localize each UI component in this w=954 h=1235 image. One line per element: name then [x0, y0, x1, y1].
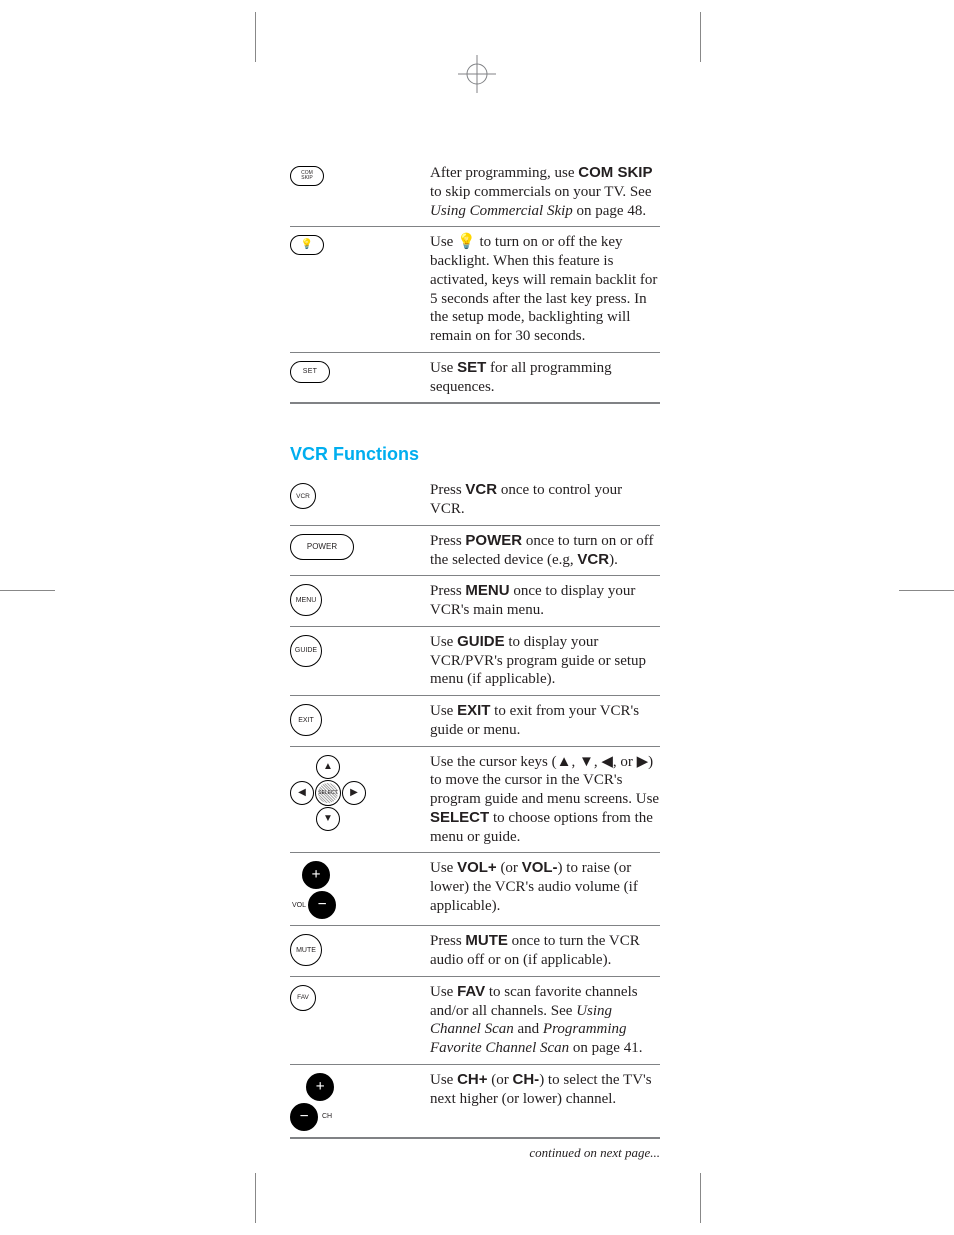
guide-button-icon: GUIDE	[290, 635, 322, 667]
right-arrow-icon: ▶	[342, 781, 366, 805]
description-cell: Press POWER once to turn on or off the s…	[430, 532, 660, 570]
icon-cell: MUTE	[290, 932, 430, 970]
table-row: 💡 Use 💡 to turn on or off the key backli…	[290, 227, 660, 353]
select-button-icon: SELECT	[315, 780, 341, 806]
ch-plus-icon: +	[306, 1073, 334, 1101]
top-section: COMSKIP After programming, use COM SKIP …	[290, 158, 660, 404]
vcr-button-icon: VCR	[290, 483, 316, 509]
description-cell: Use GUIDE to display your VCR/PVR's prog…	[430, 633, 660, 689]
icon-cell: POWER	[290, 532, 430, 570]
up-arrow-icon: ▲	[316, 755, 340, 779]
icon-cell: 💡	[290, 233, 430, 346]
left-arrow-icon: ◀	[290, 781, 314, 805]
crop-mark-top-v2	[700, 12, 701, 62]
table-row: FAV Use FAV to scan favorite channels an…	[290, 977, 660, 1065]
set-button-icon: SET	[290, 361, 330, 383]
table-row: GUIDE Use GUIDE to display your VCR/PVR'…	[290, 627, 660, 696]
section-header: VCR Functions	[290, 444, 660, 465]
continued-footer: continued on next page...	[290, 1145, 660, 1161]
ch-minus-icon: −	[290, 1103, 318, 1131]
description-cell: Press MUTE once to turn the VCR audio of…	[430, 932, 660, 970]
backlight-button-icon: 💡	[290, 235, 324, 255]
vol-rocker-icon: + VOL −	[290, 861, 336, 919]
description-cell: Use EXIT to exit from your VCR's guide o…	[430, 702, 660, 740]
description-cell: Use CH+ (or CH-) to select the TV's next…	[430, 1071, 660, 1131]
icon-cell: + VOL −	[290, 859, 430, 919]
power-button-icon: POWER	[290, 534, 354, 560]
icon-cell: FAV	[290, 983, 430, 1058]
vol-minus-icon: −	[308, 891, 336, 919]
icon-cell: MENU	[290, 582, 430, 620]
fav-button-icon: FAV	[290, 985, 316, 1011]
crop-mark-top-v	[255, 12, 256, 62]
table-row: VCR Press VCR once to control your VCR.	[290, 475, 660, 526]
menu-button-icon: MENU	[290, 584, 322, 616]
table-row: MUTE Press MUTE once to turn the VCR aud…	[290, 926, 660, 977]
table-row: + VOL − Use VOL+ (or VOL-) to raise (or …	[290, 853, 660, 926]
crop-mark-bot-v	[255, 1173, 256, 1223]
vol-label: VOL	[292, 902, 306, 909]
icon-cell: GUIDE	[290, 633, 430, 689]
com-skip-button-icon: COMSKIP	[290, 166, 324, 186]
description-cell: Use the cursor keys (▲, ▼, ◀, or ▶) to m…	[430, 753, 660, 847]
table-row: MENU Press MENU once to display your VCR…	[290, 576, 660, 627]
icon-cell: COMSKIP	[290, 164, 430, 220]
icon-cell: ▲ ◀ SELECT ▶ ▼	[290, 753, 430, 847]
description-cell: Use FAV to scan favorite channels and/or…	[430, 983, 660, 1058]
icon-cell: + − CH	[290, 1071, 430, 1131]
vcr-section: VCR Press VCR once to control your VCR. …	[290, 475, 660, 1139]
table-row: + − CH Use CH+ (or CH-) to select the TV…	[290, 1065, 660, 1139]
table-row: SET Use SET for all programming sequence…	[290, 353, 660, 405]
nav-cluster-icon: ▲ ◀ SELECT ▶ ▼	[290, 755, 366, 831]
exit-button-icon: EXIT	[290, 704, 322, 736]
mute-button-icon: MUTE	[290, 934, 322, 966]
page-content: COMSKIP After programming, use COM SKIP …	[290, 158, 660, 1161]
description-cell: Press MENU once to display your VCR's ma…	[430, 582, 660, 620]
description-cell: Press VCR once to control your VCR.	[430, 481, 660, 519]
table-row: POWER Press POWER once to turn on or off…	[290, 526, 660, 577]
description-cell: Use SET for all programming sequences.	[430, 359, 660, 397]
table-row: COMSKIP After programming, use COM SKIP …	[290, 158, 660, 227]
registration-mark-top	[458, 55, 496, 93]
icon-cell: VCR	[290, 481, 430, 519]
ch-label: CH	[322, 1113, 332, 1120]
icon-cell: SET	[290, 359, 430, 397]
crop-mark-bot-v2	[700, 1173, 701, 1223]
description-cell: Use 💡 to turn on or off the key backligh…	[430, 233, 660, 346]
down-arrow-icon: ▼	[316, 807, 340, 831]
description-cell: After programming, use COM SKIP to skip …	[430, 164, 660, 220]
table-row: EXIT Use EXIT to exit from your VCR's gu…	[290, 696, 660, 747]
ch-rocker-icon: + − CH	[290, 1073, 334, 1131]
vol-plus-icon: +	[302, 861, 330, 889]
table-row: ▲ ◀ SELECT ▶ ▼ Use the cursor keys (▲, ▼…	[290, 747, 660, 854]
description-cell: Use VOL+ (or VOL-) to raise (or lower) t…	[430, 859, 660, 919]
icon-cell: EXIT	[290, 702, 430, 740]
